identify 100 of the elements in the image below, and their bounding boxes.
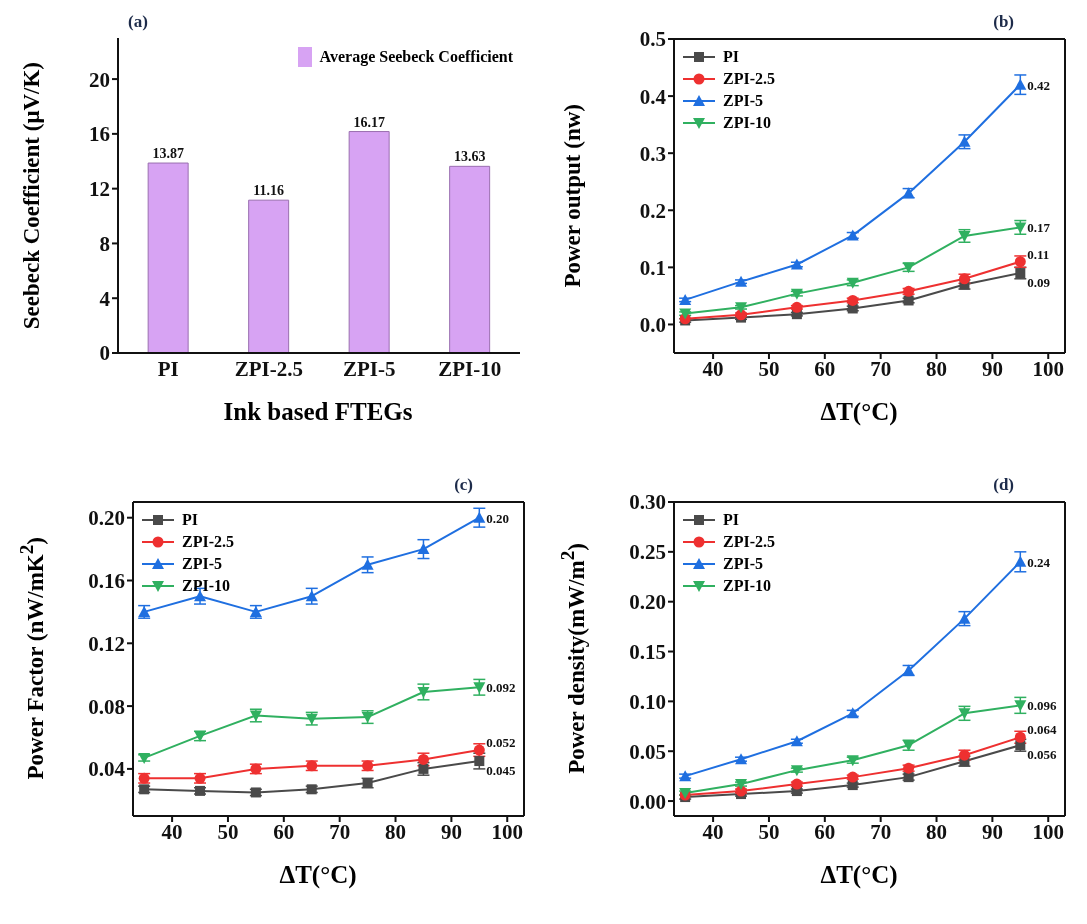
point [846,755,859,767]
legend-label: PI [182,511,198,529]
x-tick-label: ZPI-2.5 [234,356,303,381]
y-tick-label: 16 [89,122,110,147]
x-tick-label: PI [157,356,179,381]
legend-label: ZPI-5 [723,92,763,110]
x-tick-label: 70 [870,356,892,381]
y-tick-label: 0.0 [639,312,666,337]
x-axis-title: ΔT(°C) [278,861,358,889]
x-tick-label: 40 [702,819,724,844]
y-tick-label: 20 [89,67,110,92]
x-tick-label: ZPI-10 [438,356,502,381]
point [790,765,803,777]
point [473,682,486,694]
bar [248,199,290,353]
x-tick-label: 50 [758,356,780,381]
data-label: 0.056 [1027,747,1058,763]
data-label: 0.42 [1027,77,1051,93]
x-tick-label: 100 [1032,356,1064,381]
y-tick-label: 0.2 [639,198,666,223]
y-tick-label: 0.5 [639,27,666,52]
y-tick-label: 0.30 [629,490,666,515]
legend-label: ZPI-10 [723,577,771,595]
legend-label: ZPI-2.5 [723,70,775,88]
x-axis-title: Ink based FTEGs [222,398,414,426]
legend-label: PI [723,48,739,66]
y-tick-label: 0.12 [88,631,125,656]
bar [147,162,189,353]
y-tick-label: 0.4 [639,84,667,109]
y-tick-label: 12 [89,177,110,202]
y-axis-title: Power output (nw) [560,103,586,288]
point [473,511,486,523]
text: (d) [993,475,1014,495]
data-label: 0.11 [1027,246,1050,262]
y-tick-label: 0.16 [88,568,125,593]
data-label: 0.064 [1027,722,1058,738]
point [474,756,485,767]
point [735,275,748,287]
point [735,779,748,791]
y-tick-label: 0.04 [88,757,126,782]
data-label: 13.87 [152,146,184,162]
data-label: 11.16 [253,183,285,199]
bar [449,165,491,353]
x-tick-label: 50 [217,819,239,844]
x-axis-title: ΔT(°C) [819,398,899,426]
point [735,302,748,314]
y-tick-label: 0.10 [629,689,666,714]
x-tick-label: 80 [926,819,948,844]
x-tick-label: 50 [758,819,780,844]
point [735,753,748,765]
data-label: 16.17 [353,114,385,130]
y-axis-title: Seebeck Coefficient (μV/K) [19,61,45,330]
text: (b) [993,12,1014,32]
data-label: 0.096 [1027,698,1058,714]
legend-label: PI [723,511,739,529]
x-tick-label: 40 [161,819,183,844]
point [361,558,374,570]
x-tick-label: 80 [385,819,407,844]
y-tick-label: 0 [99,341,110,366]
point [791,301,803,313]
y-tick-label: 0.20 [629,590,666,615]
y-tick-label: 0.00 [629,789,666,814]
x-tick-label: 60 [273,819,295,844]
data-label: 0.24 [1027,554,1051,570]
x-tick-label: 60 [814,819,836,844]
x-tick-label: 70 [329,819,351,844]
data-label: 13.63 [453,149,486,165]
data-label: 0.052 [486,735,516,751]
text: (a) [128,12,148,32]
y-tick-label: 0.05 [629,739,666,764]
y-tick-label: 0.1 [639,255,666,280]
x-tick-label: 80 [926,356,948,381]
x-tick-label: 100 [1032,819,1064,844]
data-label: 0.045 [486,763,517,779]
data-label: 0.09 [1027,275,1051,291]
y-tick-label: 4 [99,286,111,311]
x-axis-title: ΔT(°C) [819,861,899,889]
y-tick-label: 0.3 [639,141,666,166]
legend-label: Average Seebeck Coefficient [319,48,513,66]
x-tick-label: 90 [440,819,462,844]
y-tick-label: 0.15 [629,639,666,664]
x-tick-label: 60 [814,356,836,381]
point [1014,555,1027,567]
point [679,293,692,305]
point [1014,78,1027,90]
y-tick-label: 0.08 [88,694,125,719]
x-tick-label: 90 [981,819,1003,844]
legend-label: ZPI-2.5 [723,533,775,551]
y-tick-label: 0.20 [88,506,125,531]
bar [348,131,390,353]
x-tick-label: 40 [702,356,724,381]
point [1014,700,1027,712]
data-label: 0.17 [1027,220,1051,236]
legend-label: ZPI-5 [723,555,763,573]
x-tick-label: ZPI-5 [343,356,396,381]
point [847,294,859,306]
text: (c) [454,475,473,495]
x-tick-label: 100 [491,819,523,844]
y-tick-label: 8 [99,231,110,256]
data-label: 0.092 [486,680,516,696]
